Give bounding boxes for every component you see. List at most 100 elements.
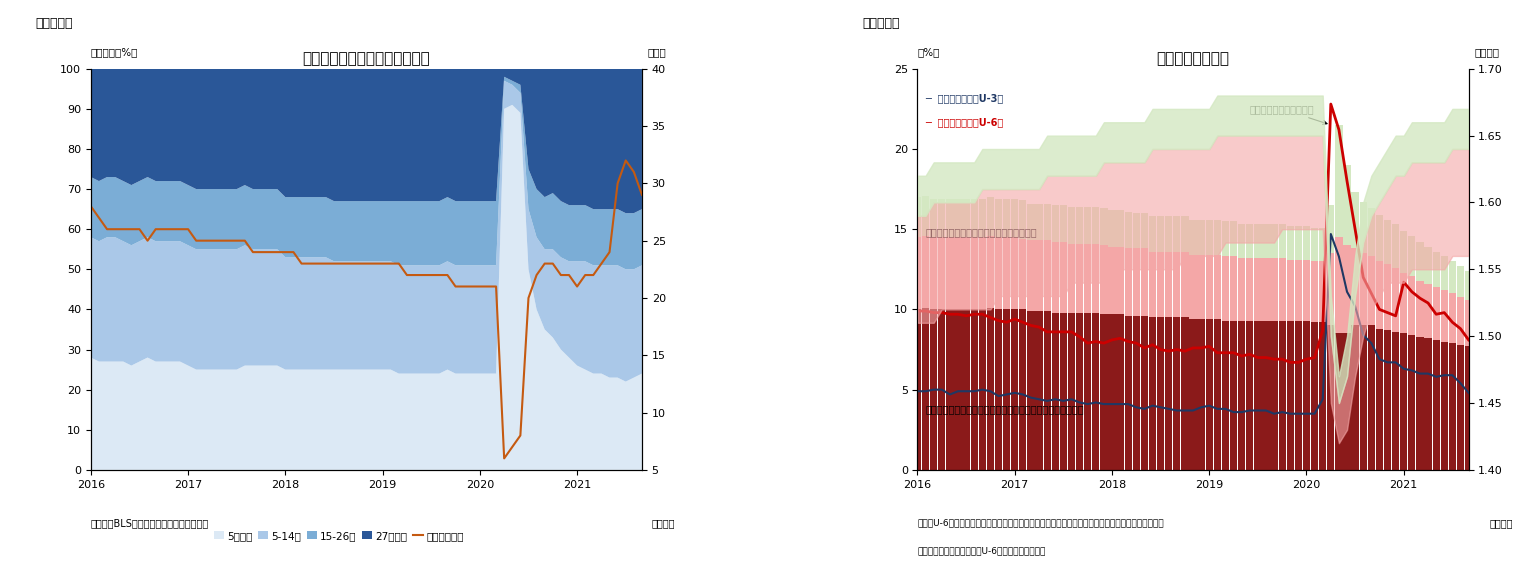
Bar (1408, 335, 1416, 470)
Bar (1384, 219, 1391, 265)
Bar (1270, 225, 1278, 258)
Bar (914, 309, 921, 470)
Bar (1449, 343, 1456, 470)
Bar (1011, 199, 1019, 237)
Text: （図表７）: （図表７） (36, 17, 73, 30)
Text: 経済的理由によるパートタイマー（右軸）: 経済的理由によるパートタイマー（右軸） (925, 227, 1037, 237)
Bar (1028, 311, 1034, 470)
Bar (1198, 319, 1205, 470)
Bar (1067, 313, 1075, 470)
Bar (1246, 225, 1254, 258)
Bar (1084, 207, 1092, 244)
Bar (1328, 253, 1334, 325)
Bar (1101, 209, 1108, 245)
Bar (1060, 313, 1067, 470)
Bar (1328, 325, 1334, 470)
Bar (963, 237, 970, 309)
Bar (1319, 227, 1326, 261)
Bar (1311, 227, 1319, 261)
Bar (1011, 309, 1019, 470)
Bar (1352, 325, 1358, 470)
Bar (1400, 273, 1408, 333)
Bar (1360, 253, 1367, 325)
Bar (1076, 207, 1083, 244)
Bar (1157, 217, 1164, 252)
Bar (1140, 249, 1148, 316)
Bar (1466, 346, 1472, 470)
Bar (1263, 321, 1270, 470)
Text: （億人）: （億人） (1475, 47, 1499, 57)
Bar (1076, 244, 1083, 313)
Bar (1214, 255, 1220, 319)
Bar (1343, 245, 1350, 333)
Bar (1384, 330, 1391, 470)
Bar (970, 309, 978, 470)
Bar (1254, 258, 1261, 321)
Text: ─  通常の失業率（U-3）: ─ 通常の失業率（U-3） (925, 93, 1004, 103)
Bar (1214, 319, 1220, 470)
Bar (1416, 281, 1423, 337)
Bar (1036, 203, 1043, 241)
Bar (1092, 244, 1099, 313)
Bar (1036, 241, 1043, 311)
Bar (1246, 258, 1254, 321)
Bar (1052, 205, 1058, 242)
Bar (1125, 316, 1132, 470)
Bar (1352, 193, 1358, 249)
Bar (1222, 257, 1229, 321)
Bar (1456, 297, 1464, 345)
Bar (1425, 247, 1432, 284)
Bar (1229, 321, 1237, 470)
Bar (1028, 241, 1034, 311)
Bar (1391, 332, 1399, 470)
Bar (946, 237, 954, 309)
Bar (1425, 284, 1432, 338)
Bar (1304, 260, 1310, 321)
Bar (1263, 225, 1270, 258)
Bar (1367, 257, 1375, 325)
Bar (995, 309, 1002, 470)
Bar (1319, 322, 1326, 470)
Bar (987, 236, 995, 308)
Title: 広義失業率の推移: 広義失業率の推移 (1157, 51, 1229, 66)
Bar (1205, 255, 1213, 319)
Bar (1036, 311, 1043, 470)
Bar (1028, 203, 1034, 241)
Bar (1287, 226, 1294, 260)
Bar (1052, 313, 1058, 470)
Bar (1149, 252, 1157, 317)
Text: 労働力人口（経済的理由によるパートタイマー除く、右軸）: 労働力人口（経済的理由によるパートタイマー除く、右軸） (925, 404, 1084, 414)
Bar (1116, 314, 1123, 470)
Bar (1157, 317, 1164, 470)
Bar (970, 199, 978, 237)
Bar (1416, 337, 1423, 470)
Bar (970, 237, 978, 309)
Bar (1278, 225, 1285, 258)
Bar (914, 197, 921, 237)
Bar (1335, 237, 1343, 333)
Bar (1425, 338, 1432, 470)
Bar (1367, 325, 1375, 470)
Bar (1084, 244, 1092, 313)
Bar (995, 237, 1002, 309)
Bar (1278, 258, 1285, 321)
Bar (939, 309, 945, 470)
Bar (1125, 249, 1132, 316)
Bar (1432, 252, 1440, 287)
Bar (978, 199, 986, 237)
Text: ─  広義の失業率（U-6）: ─ 広義の失業率（U-6） (925, 117, 1004, 127)
Bar (1408, 236, 1416, 276)
Bar (1125, 211, 1132, 249)
Bar (1456, 345, 1464, 470)
Text: （週）: （週） (648, 47, 666, 57)
Bar (1263, 258, 1270, 321)
Bar (1222, 221, 1229, 257)
Bar (939, 237, 945, 309)
Bar (1173, 217, 1181, 252)
Bar (1067, 207, 1075, 244)
Bar (1222, 321, 1229, 470)
Bar (1132, 316, 1140, 470)
Bar (1084, 313, 1092, 470)
Bar (1190, 219, 1196, 255)
Bar (1400, 231, 1408, 273)
